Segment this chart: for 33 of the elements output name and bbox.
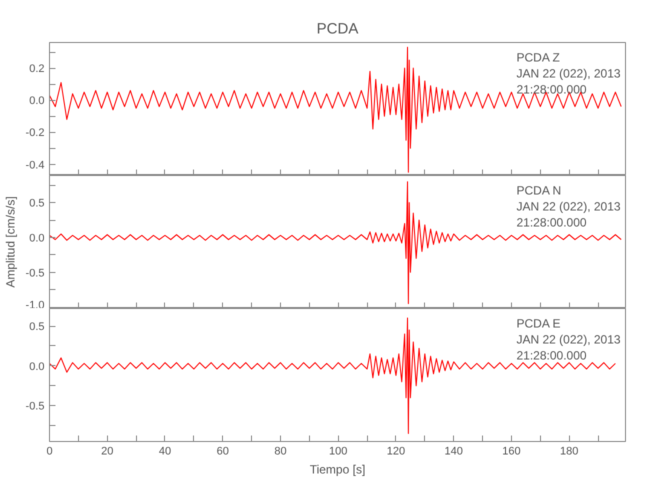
x-tick-label: 40 (158, 446, 172, 458)
y-tick-label: -0.2 (26, 127, 45, 140)
annotation: JAN 22 (022), 2013 (516, 200, 621, 214)
x-tick-label: 120 (386, 446, 406, 458)
annotation: 21:28:00.000 (516, 216, 587, 230)
annotation: 21:28:00.000 (516, 348, 587, 362)
annotation: JAN 22 (022), 2013 (516, 332, 621, 346)
x-tick-label: 180 (560, 446, 578, 458)
x-tick-label: 60 (216, 446, 229, 458)
x-tick-label: 100 (329, 446, 348, 458)
y-axis-title: Amplitud [cm/s/s] (4, 196, 18, 288)
annotation: PCDA E (516, 316, 561, 330)
x-tick-label: 80 (274, 446, 287, 458)
y-tick-label: 0.2 (29, 63, 45, 76)
y-tick-label: 0.0 (29, 95, 45, 108)
y-tick-label: 0.5 (29, 198, 45, 210)
y-tick-label: -0.4 (26, 159, 45, 172)
y-tick-label: -0.5 (26, 400, 45, 413)
annotation: 21:28:00.000 (516, 82, 587, 96)
x-tick-label: 20 (101, 446, 114, 458)
y-tick-label: -0.5 (26, 267, 45, 280)
y-tick-label: 0.0 (29, 232, 45, 244)
x-tick-label: 0 (46, 446, 53, 458)
chart-title: PCDA (316, 20, 358, 38)
x-tick-label: 140 (444, 446, 463, 458)
annotation: PCDA N (516, 184, 562, 198)
x-axis-title: Tiempo [s] (310, 462, 366, 476)
y-tick-label: 0.0 (29, 360, 45, 373)
line-series (50, 181, 622, 304)
x-tick-label: 160 (502, 446, 521, 458)
y-tick-label: 0.5 (29, 321, 45, 334)
annotation: PCDA Z (516, 50, 560, 64)
annotation: JAN 22 (022), 2013 (516, 66, 621, 80)
